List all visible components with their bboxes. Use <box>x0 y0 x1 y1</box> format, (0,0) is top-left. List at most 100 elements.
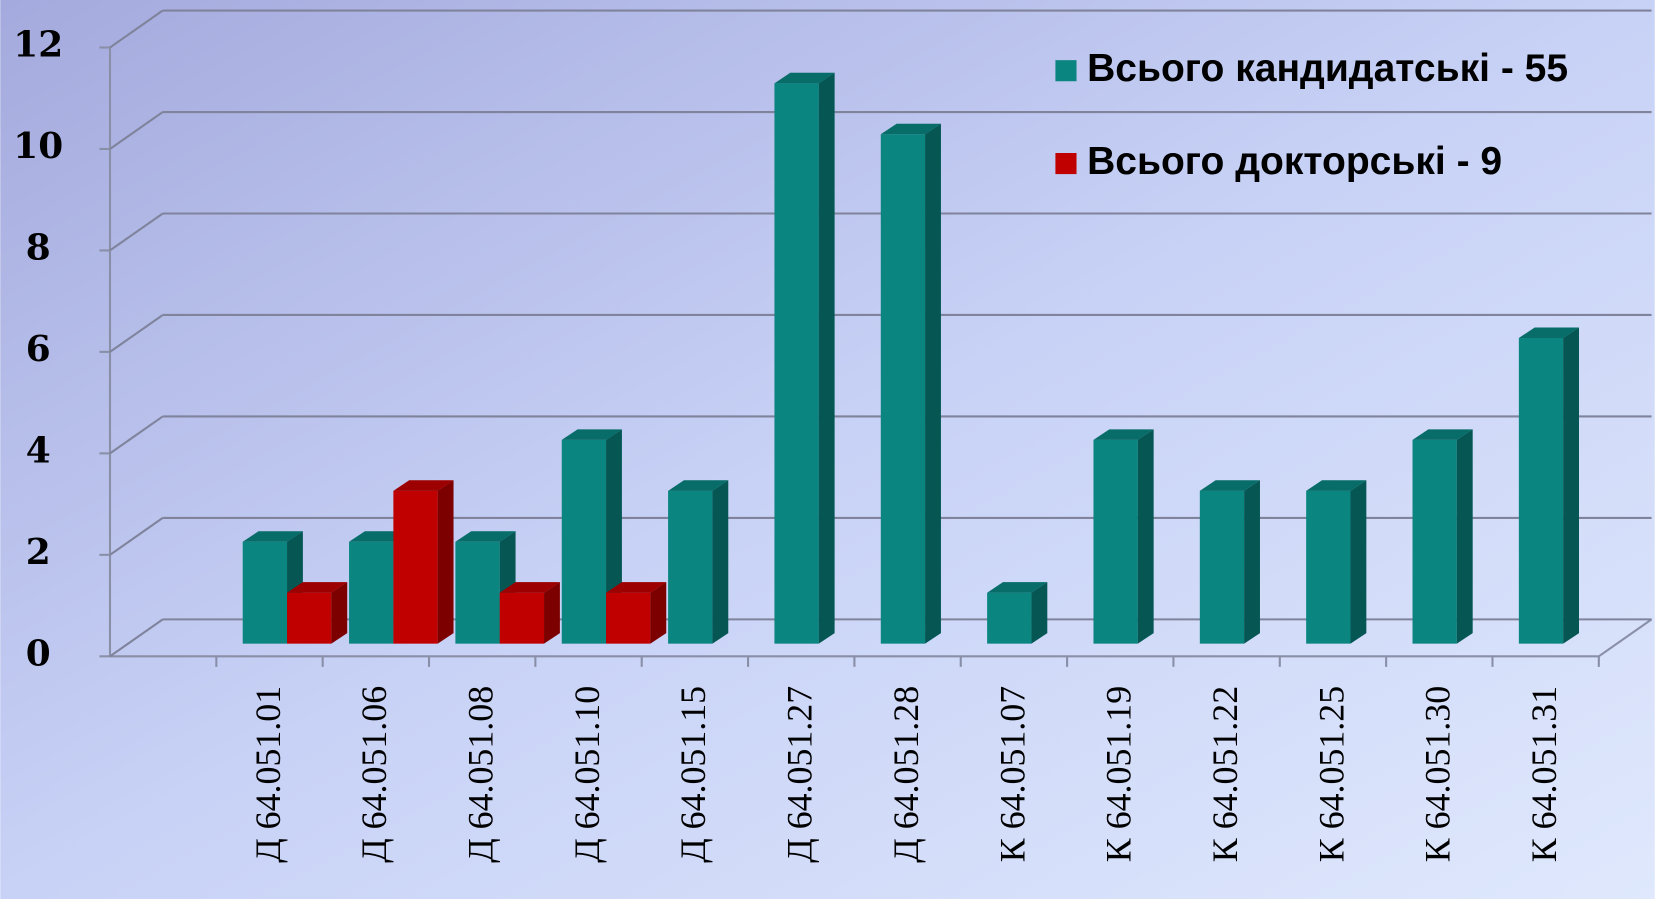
bar-top-shade <box>242 531 303 542</box>
grid-diagonal <box>109 415 164 455</box>
x-tick-label: Д 64.051.08 <box>461 686 501 863</box>
bar-top-shade <box>393 480 454 491</box>
bar-side <box>1563 327 1580 644</box>
bar-side-shade <box>1244 480 1260 644</box>
bar-top <box>561 429 622 440</box>
bar-side-shade <box>1456 429 1473 644</box>
x-tick-label: Д 64.051.06 <box>354 686 394 863</box>
bar-front <box>606 592 651 644</box>
bar-side <box>544 582 560 644</box>
bar-side-shade <box>818 72 835 644</box>
grid-diagonal <box>109 314 164 353</box>
bar-side <box>818 72 835 644</box>
legend-swatch <box>1055 152 1077 175</box>
bar-top <box>393 480 454 491</box>
bar-top-shade <box>455 531 516 542</box>
bar-top <box>774 72 835 84</box>
bar-top-shade <box>1093 429 1154 440</box>
bar-side-shade <box>544 582 560 644</box>
bar-top-shade <box>1412 429 1473 440</box>
bar-top-shade <box>880 123 941 135</box>
bar-top-shade <box>561 429 622 440</box>
bar-front <box>455 541 500 644</box>
bar-top-shade <box>606 582 667 593</box>
bar-front <box>561 439 607 644</box>
y-tick-label: 2 <box>26 531 51 573</box>
bar-top <box>499 582 560 593</box>
x-tick-label: К 64.051.22 <box>1205 686 1245 862</box>
bar-side-shade <box>1031 582 1048 644</box>
bar-front <box>668 490 713 644</box>
x-tick-label: К 64.051.07 <box>992 686 1032 862</box>
bar-side-shade <box>331 582 348 644</box>
bar-side-shade <box>1137 429 1154 644</box>
bar-front <box>1412 439 1457 644</box>
bar-top-shade <box>774 72 835 84</box>
legend-label: Всього кандидатські - 55 <box>1087 47 1568 90</box>
bar-top-shade <box>1199 480 1260 491</box>
bar-top <box>455 531 516 542</box>
bar-top <box>287 582 348 593</box>
grid-diagonal <box>109 9 164 49</box>
bar-top <box>668 480 729 491</box>
bar-side-shade <box>437 480 454 644</box>
grid-diagonal <box>109 517 164 556</box>
bar-side-shade <box>650 582 667 644</box>
y-tick-label: 0 <box>26 632 51 674</box>
bar-side-shade <box>712 480 729 644</box>
grid-diagonal <box>109 212 164 252</box>
bar-top-shade <box>287 582 348 593</box>
bar-front <box>987 592 1032 644</box>
bar-side <box>925 123 941 644</box>
bar-top-shade <box>499 582 560 593</box>
bar-side-shade <box>1563 327 1580 644</box>
y-tick-label: 4 <box>26 429 51 471</box>
bar-side <box>1244 480 1260 644</box>
bar-side <box>437 480 454 644</box>
y-tick-label: 12 <box>13 23 63 65</box>
bar-top <box>1412 429 1473 440</box>
bar-top-shade <box>668 480 729 491</box>
bar-front <box>1518 338 1564 644</box>
bar-top <box>987 582 1048 593</box>
bar-top <box>606 582 667 593</box>
bar-top-shade <box>987 582 1048 593</box>
x-tick-label: К 64.051.30 <box>1418 686 1458 862</box>
y-tick-label: 8 <box>26 226 51 268</box>
bar-side <box>1456 429 1473 644</box>
x-tick-label: К 64.051.31 <box>1524 686 1564 862</box>
grid-diagonal <box>109 618 164 658</box>
bar-top <box>880 123 941 135</box>
bar-front <box>393 490 438 644</box>
bar-top-shade <box>1306 480 1367 491</box>
bars <box>242 72 1580 644</box>
bar-front <box>287 592 332 644</box>
x-tick-label: Д 64.051.15 <box>673 686 713 863</box>
x-tick-label: Д 64.051.27 <box>780 686 820 863</box>
bar-side <box>1350 480 1367 644</box>
bar-side <box>331 582 348 644</box>
bar-top-shade <box>1518 327 1580 339</box>
bar-front <box>880 134 926 644</box>
bar-side <box>650 582 667 644</box>
bar-front <box>349 541 394 644</box>
bar-side <box>1137 429 1154 644</box>
x-tick-label: Д 64.051.01 <box>248 686 288 863</box>
grid-diagonal <box>109 111 164 150</box>
bar-front <box>499 592 545 644</box>
bar-top <box>1306 480 1367 491</box>
y-tick-label: 6 <box>26 328 51 370</box>
bar-side <box>1031 582 1048 644</box>
legend-label: Всього докторські - 9 <box>1087 140 1502 183</box>
bar-front <box>1199 490 1245 644</box>
x-tick-label: Д 64.051.28 <box>886 686 926 863</box>
labels: 0 2 4 6 8 10 12 Д 64.051.01 Д 64.051.06 Д 64.051.… <box>13 23 1568 862</box>
bar-side <box>712 480 729 644</box>
x-tick-label: К 64.051.25 <box>1311 686 1351 862</box>
bar-front <box>1093 439 1138 644</box>
bar-front <box>774 83 819 644</box>
bar-front <box>1306 490 1351 644</box>
x-tick-label: Д 64.051.10 <box>567 686 607 863</box>
